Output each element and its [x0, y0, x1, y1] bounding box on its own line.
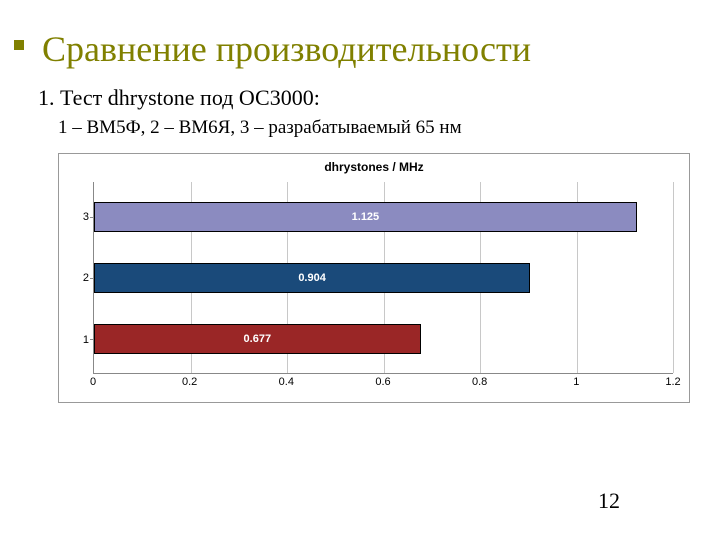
x-label: 0.8 — [472, 376, 487, 388]
subtitle-line-2: 1 – ВМ5Ф, 2 – ВМ6Я, 3 – разрабатываемый … — [58, 117, 684, 139]
x-label: 0.6 — [375, 376, 390, 388]
bar-2: 0.904 — [94, 263, 530, 293]
x-axis-labels: 0 0.2 0.4 0.6 0.8 1 1.2 — [71, 374, 677, 396]
y-label: 3 — [71, 211, 89, 223]
x-label: 0 — [90, 376, 96, 388]
y-axis-labels: 3 2 1 — [71, 182, 89, 374]
page-number: 12 — [598, 488, 620, 514]
chart-title: dhrystones / MHz — [59, 154, 689, 178]
bar-1: 0.677 — [94, 324, 421, 354]
bar-3: 1.125 — [94, 202, 637, 232]
x-label: 1.2 — [665, 376, 680, 388]
y-label: 2 — [71, 272, 89, 284]
x-label: 0.4 — [279, 376, 294, 388]
x-label: 1 — [573, 376, 579, 388]
slide: Сравнение производительности 1. Тест dhr… — [0, 0, 720, 540]
y-label: 1 — [71, 334, 89, 346]
bar-value-label: 0.904 — [298, 272, 326, 284]
slide-title: Сравнение производительности — [42, 28, 684, 71]
bar-value-label: 0.677 — [244, 333, 272, 345]
corner-accent — [14, 40, 24, 50]
bar-value-label: 1.125 — [352, 211, 380, 223]
plot-wrap: 3 2 1 1.125 0.904 0.677 — [71, 182, 677, 374]
plot-area: 1.125 0.904 0.677 — [93, 182, 673, 374]
x-label: 0.2 — [182, 376, 197, 388]
chart-container: dhrystones / MHz 3 2 1 1.125 0.904 0.677 0… — [58, 153, 690, 403]
gridline — [673, 182, 674, 373]
subtitle-line-1: 1. Тест dhrystone под ОС3000: — [38, 85, 684, 111]
